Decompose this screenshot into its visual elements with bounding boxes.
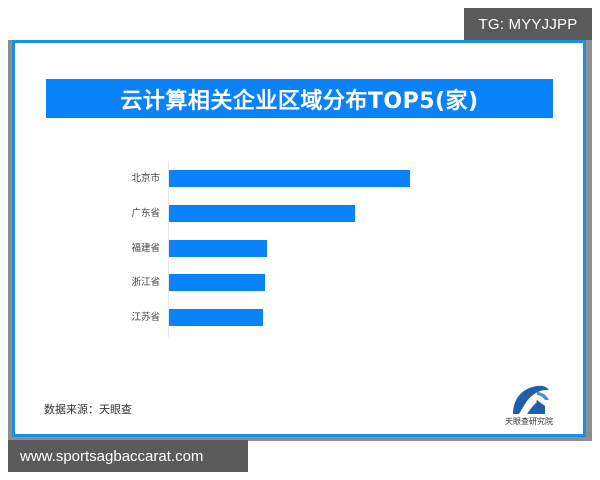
- tianyancha-logo: 天眼查研究院: [497, 380, 561, 432]
- bar-label: 江苏省: [131, 312, 160, 323]
- bar: [169, 240, 267, 257]
- bar: [169, 274, 265, 291]
- logo-text: 天眼查研究院: [505, 417, 553, 426]
- chart-title: 云计算相关企业区域分布TOP5(家): [46, 79, 553, 118]
- watermark-tg-badge: TG: MYYJJPP: [464, 8, 592, 40]
- bar-label: 福建省: [131, 243, 160, 254]
- y-axis-line: [168, 162, 169, 337]
- bar-label: 北京市: [131, 173, 160, 184]
- watermark-site-badge: www.sportsagbaccarat.com: [8, 440, 248, 472]
- data-source-text: 数据来源：天眼查: [44, 403, 132, 416]
- tianyancha-logo-icon: [513, 385, 549, 414]
- bar-label: 广东省: [131, 208, 160, 219]
- bar: [169, 205, 355, 222]
- bar-label: 浙江省: [131, 277, 160, 288]
- bar: [169, 309, 263, 326]
- bar: [169, 170, 410, 187]
